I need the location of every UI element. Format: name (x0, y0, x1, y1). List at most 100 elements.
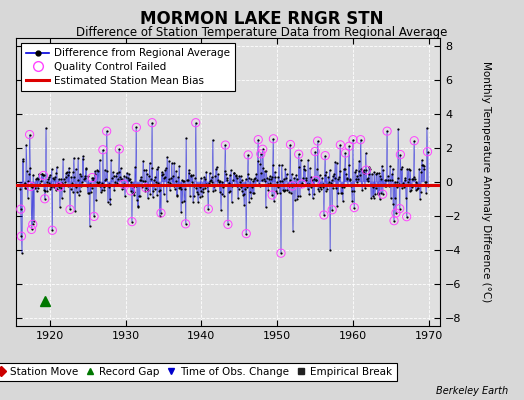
Point (306, 165, 314, 171)
Point (409, 176, 417, 182)
Point (411, 187, 420, 193)
Point (298, 181, 306, 187)
Point (297, 156, 305, 163)
Point (27, 183, 35, 190)
Point (183, 177, 191, 183)
Point (99, 146, 107, 153)
Point (396, 151, 405, 158)
Point (146, 160, 154, 166)
Point (252, 182, 260, 188)
Point (254, 136, 263, 143)
Point (52, 170, 60, 176)
Point (174, 174, 182, 180)
Point (257, 151, 265, 157)
Point (362, 167, 370, 173)
Point (222, 170, 230, 177)
Point (163, 179, 172, 185)
Point (67, 174, 75, 180)
Point (279, 187, 287, 193)
Point (321, 152, 330, 159)
Point (368, 170, 376, 177)
Point (393, 179, 401, 186)
Point (310, 176, 318, 182)
Point (414, 182, 423, 188)
Point (405, 166, 413, 172)
Point (339, 198, 347, 204)
Point (144, 195, 152, 202)
Point (255, 180, 263, 187)
Point (282, 175, 290, 181)
Point (250, 176, 259, 182)
Point (27, 183, 35, 190)
Point (326, 180, 335, 186)
Point (413, 186, 422, 192)
Point (331, 158, 340, 165)
Point (144, 186, 152, 193)
Point (215, 188, 224, 195)
Point (303, 186, 312, 192)
Point (366, 182, 375, 188)
Point (283, 186, 291, 193)
Point (235, 172, 244, 179)
Point (264, 180, 272, 187)
Point (273, 179, 281, 185)
Point (27, 226, 36, 233)
Point (166, 180, 174, 186)
Point (378, 163, 386, 169)
Point (385, 182, 393, 189)
Point (359, 167, 368, 173)
Point (168, 182, 177, 188)
Point (37, 171, 46, 178)
Point (249, 178, 257, 184)
Point (347, 188, 356, 194)
Point (189, 198, 198, 205)
Point (23, 168, 31, 174)
Point (358, 182, 366, 188)
Point (84, 172, 93, 179)
Point (326, 246, 334, 253)
Point (51, 174, 59, 180)
Point (39, 172, 47, 179)
Point (49, 184, 58, 191)
Point (51, 187, 60, 194)
Point (16, 186, 24, 193)
Point (89, 177, 97, 183)
Point (322, 168, 331, 175)
Point (94, 180, 102, 186)
Point (91, 168, 99, 174)
Point (88, 184, 96, 191)
Point (49, 175, 57, 182)
Point (114, 169, 123, 175)
Point (323, 186, 331, 192)
Point (200, 185, 209, 192)
Point (421, 179, 430, 185)
Point (378, 191, 387, 197)
Point (34, 184, 42, 191)
Point (258, 146, 267, 152)
Point (291, 196, 299, 203)
Point (215, 179, 223, 186)
Point (234, 195, 242, 202)
Point (77, 172, 85, 179)
Point (26, 165, 35, 172)
Point (316, 182, 325, 188)
Point (203, 182, 211, 189)
Point (85, 190, 93, 196)
Point (391, 194, 399, 201)
Point (320, 212, 328, 218)
Point (405, 176, 413, 183)
Point (314, 186, 322, 192)
Point (267, 174, 276, 180)
Point (411, 176, 419, 182)
Point (94, 168, 103, 174)
Point (205, 170, 214, 176)
Point (30, 218, 38, 224)
Point (377, 175, 385, 182)
Point (402, 214, 411, 220)
Point (264, 187, 272, 194)
Point (316, 184, 324, 190)
Point (309, 195, 317, 202)
Point (160, 174, 168, 181)
Point (357, 166, 365, 173)
Point (230, 169, 238, 176)
